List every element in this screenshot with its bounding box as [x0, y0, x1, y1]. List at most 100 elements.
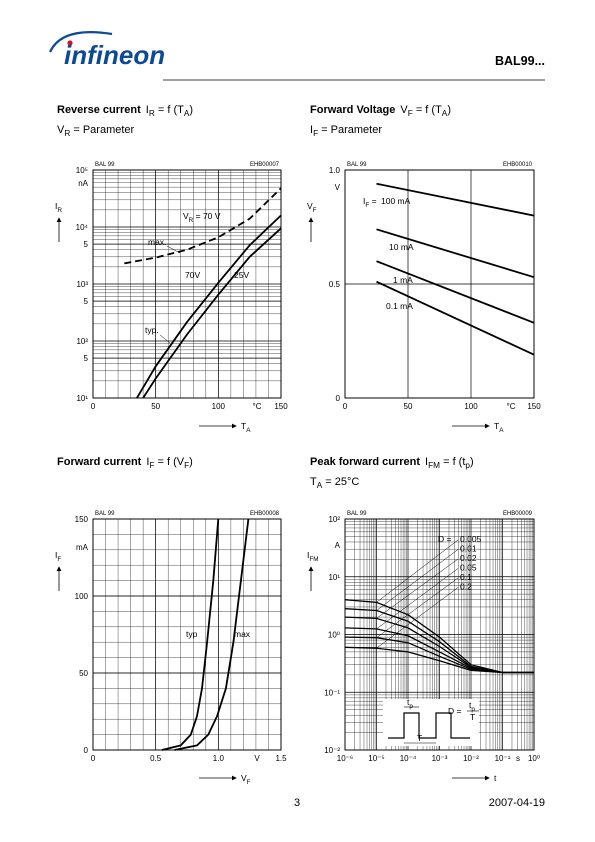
- text-piece: V: [241, 773, 247, 783]
- x-tick-label: 10⁻²: [463, 754, 479, 763]
- subscript: A: [246, 427, 251, 434]
- y-axis-label: IFM: [307, 550, 319, 563]
- x-tick-label: 10⁻⁶: [337, 754, 353, 763]
- y-tick-label: 10⁰: [328, 631, 340, 640]
- subscript: A: [184, 109, 190, 118]
- chart-code: EHB00009: [503, 511, 533, 517]
- subscript: F: [313, 207, 317, 214]
- curve: [161, 518, 220, 751]
- text-piece: ): [189, 104, 193, 116]
- text-piece: t: [469, 700, 472, 710]
- subscript: F: [313, 129, 318, 138]
- chart-code: EHB00008: [250, 511, 280, 517]
- inset-duty: D =: [448, 706, 462, 716]
- x-tick-label: 50: [151, 402, 160, 411]
- text-piece: = Parameter: [318, 124, 382, 136]
- y-unit: V: [335, 183, 341, 192]
- chart-code: EHB00007: [250, 162, 280, 168]
- inset-fraction-top: tp: [469, 700, 475, 713]
- subscript: FM: [309, 556, 318, 563]
- series-label: 0.05: [460, 563, 477, 573]
- subscript: p: [465, 461, 470, 470]
- inset-pulse-label: tp: [407, 697, 413, 710]
- y-tick-label: 0: [336, 394, 341, 403]
- leader-line: [376, 539, 459, 603]
- series-label: 10 mA: [389, 242, 414, 252]
- leader-line: [376, 568, 459, 630]
- y-tick-label: 100: [75, 592, 89, 601]
- chart-formula: IF = f (VF): [146, 456, 192, 470]
- curve: [376, 182, 535, 217]
- series-label: 70V: [185, 270, 200, 280]
- chart-title: Reverse current: [57, 104, 141, 116]
- series-label: max.: [148, 237, 166, 247]
- y-tick-label: 10⁻²: [324, 746, 340, 755]
- logo-dot: [67, 40, 73, 46]
- chart-formula: IR = f (TA): [146, 104, 193, 118]
- leader-line: [376, 587, 459, 649]
- chart-title: Forward Voltage: [310, 104, 395, 116]
- text-piece: I: [425, 456, 428, 468]
- series-label: 1 mA: [393, 275, 413, 285]
- text-piece: ): [470, 456, 474, 468]
- subscript: A: [442, 109, 448, 118]
- x-unit: V: [254, 754, 260, 763]
- subscript: p: [471, 706, 475, 713]
- curve: [142, 227, 282, 399]
- text-piece: I: [307, 550, 309, 560]
- y-axis-label: IF: [55, 550, 61, 563]
- series-label: 100 mA: [381, 196, 411, 206]
- subscript: F: [57, 556, 61, 563]
- y-unit: nA: [78, 179, 88, 188]
- text-piece: I: [310, 124, 313, 136]
- x-axis-label: VF: [241, 773, 251, 786]
- subscript: R: [64, 129, 70, 138]
- chart: Reverse current IR = f (TA)VR = Parameter…: [55, 104, 288, 434]
- chart-id: BAL 99: [95, 162, 115, 168]
- x-tick-label: 100: [464, 402, 478, 411]
- y-tick-label: 50: [79, 669, 88, 678]
- pulse-wave: [388, 712, 470, 739]
- chart-subtitle: IF = Parameter: [310, 124, 382, 138]
- y-tick-label: 10¹: [328, 573, 340, 582]
- subscript: A: [317, 481, 323, 490]
- text-piece: I: [146, 104, 149, 116]
- curve: [376, 260, 535, 324]
- text-piece: V: [400, 104, 408, 116]
- x-tick-label: 10⁰: [528, 754, 540, 763]
- series-label: 0.01: [460, 544, 477, 554]
- x-axis-label: TA: [494, 421, 504, 434]
- subscript: p: [409, 703, 413, 710]
- y-axis-label: VF: [307, 201, 317, 214]
- y-tick-label: 10²: [328, 515, 340, 524]
- series-label: 0.005: [460, 534, 482, 544]
- text-piece: V: [307, 201, 313, 211]
- chart-id: BAL 99: [347, 162, 367, 168]
- x-tick-label: 1.0: [213, 754, 225, 763]
- text-piece: = 25°C: [322, 476, 359, 488]
- subscript: F: [365, 202, 369, 209]
- inset-period: T: [417, 733, 422, 743]
- y-tick-label: 10⁵: [76, 166, 88, 175]
- leader-line: [376, 549, 459, 611]
- annotation: typ.: [145, 325, 159, 335]
- x-tick-label: 0: [343, 402, 348, 411]
- y-tick-label: 10³: [76, 280, 88, 289]
- y-tick-label: 0: [84, 746, 89, 755]
- series-label: 0.1: [460, 572, 472, 582]
- x-tick-label: 50: [404, 402, 413, 411]
- annotation: IF =: [363, 196, 379, 209]
- text-piece: I: [146, 456, 149, 468]
- subscript: F: [184, 461, 189, 470]
- leader-line: [376, 577, 459, 638]
- plot-frame: [344, 169, 535, 399]
- subscript: F: [408, 109, 413, 118]
- subscript: R: [57, 207, 62, 214]
- y-tick-label: 0.5: [329, 280, 341, 289]
- y-tick-label: 10⁴: [76, 223, 89, 232]
- chart-id: BAL 99: [95, 511, 115, 517]
- text-piece: t: [494, 773, 497, 783]
